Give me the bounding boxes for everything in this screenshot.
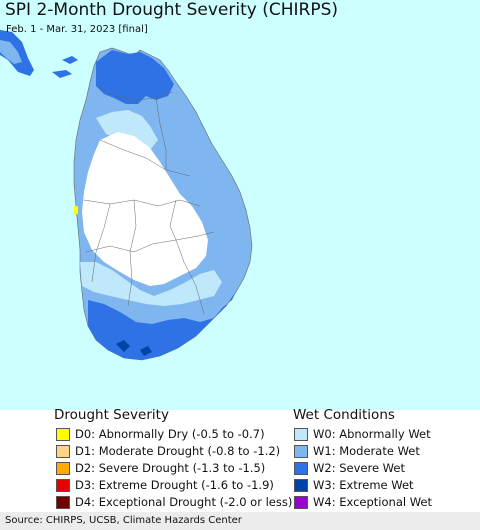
w0-zone-north xyxy=(96,110,158,150)
drought-legend-label: D3: Extreme Drought (-1.6 to -1.9) xyxy=(75,478,274,492)
drought-legend-item: D3: Extreme Drought (-1.6 to -1.9) xyxy=(56,477,274,493)
wet-legend-swatch xyxy=(294,478,308,492)
wet-legend-item: W1: Moderate Wet xyxy=(294,443,420,459)
wet-legend-swatch xyxy=(294,495,308,509)
wet-legend-label: W3: Extreme Wet xyxy=(313,478,414,492)
drought-legend-swatch xyxy=(56,444,70,458)
drought-legend-item: D4: Exceptional Drought (-2.0 or less) xyxy=(56,494,292,510)
drought-legend-label: D1: Moderate Drought (-0.8 to -1.2) xyxy=(75,444,281,458)
wet-legend-item: W4: Exceptional Wet xyxy=(294,494,432,510)
wet-legend-label: W2: Severe Wet xyxy=(313,461,405,475)
wet-legend-swatch xyxy=(294,461,308,475)
drought-legend-label: D0: Abnormally Dry (-0.5 to -0.7) xyxy=(75,427,265,441)
normal-interior xyxy=(82,132,208,286)
drought-legend-item: D2: Severe Drought (-1.3 to -1.5) xyxy=(56,460,265,476)
india-landmass-inner xyxy=(0,40,22,64)
province-boundaries xyxy=(83,85,215,315)
drought-legend-item: D0: Abnormally Dry (-0.5 to -0.7) xyxy=(56,426,265,442)
source-text: Source: CHIRPS, UCSB, Climate Hazards Ce… xyxy=(5,515,242,526)
drought-legend-swatch xyxy=(56,495,70,509)
drought-legend-item: D1: Moderate Drought (-0.8 to -1.2) xyxy=(56,443,280,459)
drought-legend-label: D2: Severe Drought (-1.3 to -1.5) xyxy=(75,461,266,475)
drought-map xyxy=(0,0,480,410)
wet-legend-label: W1: Moderate Wet xyxy=(313,444,420,458)
d0-spot xyxy=(74,206,78,214)
drought-legend-label: D4: Exceptional Drought (-2.0 or less) xyxy=(75,495,293,509)
mannar-island xyxy=(52,70,72,78)
wet-legend-swatch xyxy=(294,427,308,441)
wet-legend-label: W0: Abnormally Wet xyxy=(313,427,431,441)
drought-legend-swatch xyxy=(56,427,70,441)
w2-north-patch xyxy=(96,50,174,104)
map-title: SPI 2-Month Drought Severity (CHIRPS) xyxy=(5,0,339,20)
wet-legend-label: W4: Exceptional Wet xyxy=(313,495,432,509)
drought-legend-title: Drought Severity xyxy=(54,407,169,423)
w3-south-spots xyxy=(116,340,152,356)
wet-legend-item: W3: Extreme Wet xyxy=(294,477,414,493)
wet-legend-title: Wet Conditions xyxy=(293,407,395,423)
drought-legend-swatch xyxy=(56,478,70,492)
wet-legend-swatch xyxy=(294,444,308,458)
drought-legend-swatch xyxy=(56,461,70,475)
w0-zone-south xyxy=(80,262,222,306)
source-bar: Source: CHIRPS, UCSB, Climate Hazards Ce… xyxy=(0,512,480,530)
map-subtitle: Feb. 1 - Mar. 31, 2023 [final] xyxy=(6,24,148,35)
wet-legend-item: W0: Abnormally Wet xyxy=(294,426,431,442)
wet-legend-item: W2: Severe Wet xyxy=(294,460,405,476)
jaffna-islets xyxy=(62,56,78,64)
